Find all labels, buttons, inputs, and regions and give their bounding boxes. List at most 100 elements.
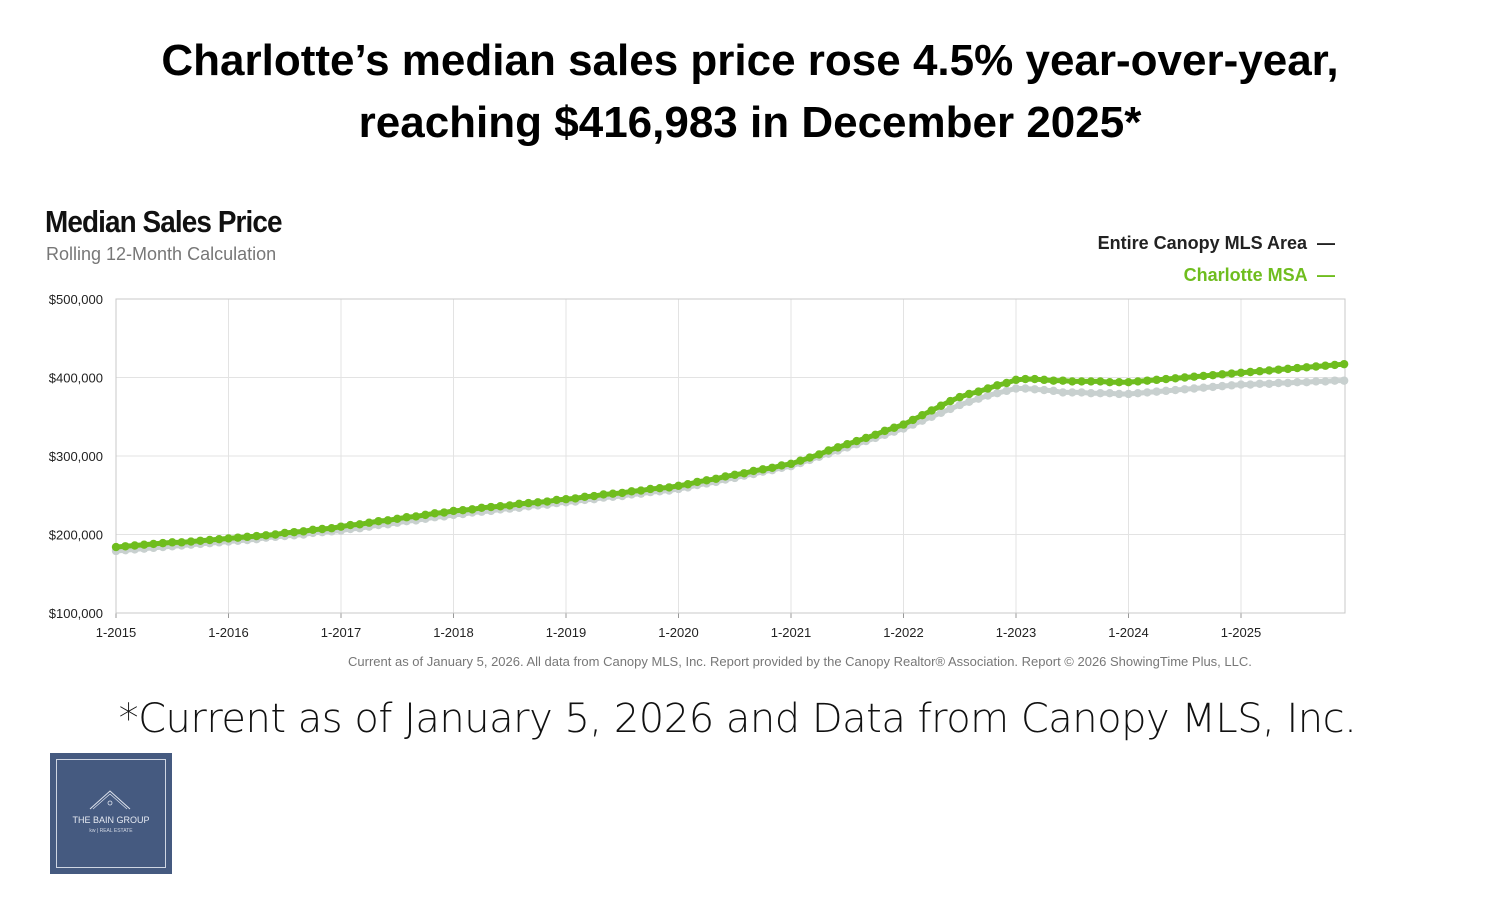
data-point: [843, 440, 852, 449]
data-point: [355, 520, 364, 529]
data-point: [1218, 370, 1227, 379]
logo: THE BAIN GROUP kw | REAL ESTATE: [50, 753, 172, 874]
data-point: [1049, 376, 1058, 385]
data-point: [627, 487, 636, 496]
data-point: [1011, 375, 1021, 385]
data-point: [1180, 385, 1189, 394]
data-point: [243, 532, 252, 542]
data-point: [777, 461, 786, 470]
data-point: [1330, 360, 1339, 370]
x-tick-label: 1-2025: [1221, 625, 1261, 640]
data-point: [955, 392, 964, 402]
data-point: [1302, 363, 1311, 372]
data-point: [683, 480, 693, 489]
data-point: [1189, 384, 1199, 393]
legend-label: Charlotte MSA: [1183, 265, 1307, 285]
data-point: [1199, 371, 1208, 381]
data-point: [1124, 389, 1133, 399]
data-point: [964, 397, 974, 407]
data-point: [1321, 377, 1330, 386]
data-point: [993, 381, 1002, 390]
data-point: [158, 538, 168, 548]
legend-dash-icon: —: [1311, 265, 1335, 285]
data-point: [1264, 379, 1274, 388]
x-tick-label: 1-2023: [996, 625, 1036, 640]
data-point: [1030, 385, 1039, 394]
data-point: [186, 537, 196, 546]
y-tick-label: $200,000: [49, 528, 103, 543]
data-point: [580, 492, 589, 502]
data-point: [824, 446, 833, 455]
data-point: [1077, 377, 1086, 386]
data-point: [1086, 389, 1096, 398]
legend-label: Entire Canopy MLS Area: [1097, 233, 1307, 253]
data-point: [983, 391, 993, 400]
data-point: [974, 387, 983, 396]
data-point: [711, 474, 721, 483]
data-point: [261, 531, 271, 540]
house-roof-icon: [89, 790, 131, 810]
data-point: [1302, 378, 1311, 387]
data-point: [1068, 377, 1077, 386]
data-point: [1030, 374, 1039, 384]
data-point: [796, 456, 805, 465]
data-point: [1311, 362, 1321, 371]
data-point: [1105, 389, 1114, 398]
data-point: [1330, 376, 1339, 385]
data-point: [1133, 389, 1143, 398]
data-point: [955, 400, 964, 410]
data-point: [1189, 372, 1199, 381]
data-point: [543, 497, 552, 506]
data-point: [196, 536, 205, 545]
data-point: [1227, 381, 1236, 390]
chart-title: Median Sales Price: [45, 204, 282, 239]
headline-line-2: reaching $416,983 in December 2025*: [358, 98, 1142, 147]
x-tick-label: 1-2019: [546, 625, 586, 640]
data-point: [1218, 381, 1227, 391]
data-point: [496, 502, 505, 511]
data-point: [1124, 378, 1133, 387]
data-point: [449, 506, 458, 516]
y-tick-label: $100,000: [49, 606, 103, 621]
data-point: [852, 436, 861, 446]
plot-frame: [115, 298, 1346, 614]
data-point: [1096, 377, 1105, 386]
data-point: [946, 396, 955, 406]
data-point: [946, 404, 955, 414]
data-point: [880, 426, 889, 436]
data-point: [721, 472, 730, 481]
data-point: [364, 518, 374, 527]
data-point: [233, 533, 243, 542]
data-point: [589, 491, 599, 501]
data-point: [177, 538, 186, 547]
data-point: [983, 384, 993, 393]
x-tick-label: 1-2016: [208, 625, 248, 640]
x-tick-label: 1-2018: [433, 625, 473, 640]
data-point: [1133, 377, 1143, 386]
data-point: [927, 406, 936, 415]
data-point: [1068, 388, 1077, 397]
data-point: [430, 509, 439, 518]
data-point: [646, 484, 655, 494]
data-point: [1143, 388, 1152, 397]
data-point: [1086, 377, 1096, 386]
headline: Charlotte’s median sales price rose 4.5%…: [0, 30, 1500, 154]
data-point: [524, 498, 533, 508]
data-point: [1039, 385, 1049, 395]
data-point: [871, 430, 880, 440]
data-point: [318, 524, 327, 534]
data-point: [1208, 382, 1218, 392]
series-line-0: [115, 378, 1345, 554]
data-point: [205, 535, 214, 545]
data-point: [280, 528, 289, 538]
logo-sub: kw | REAL ESTATE: [89, 828, 133, 834]
data-point: [674, 481, 683, 491]
data-point: [411, 512, 421, 521]
x-tick-label: 1-2024: [1108, 625, 1148, 640]
data-point: [964, 389, 974, 399]
data-point: [1002, 378, 1011, 388]
data-point: [599, 490, 608, 499]
data-point: [1246, 380, 1255, 389]
data-point: [636, 486, 646, 495]
data-point: [1021, 374, 1030, 384]
